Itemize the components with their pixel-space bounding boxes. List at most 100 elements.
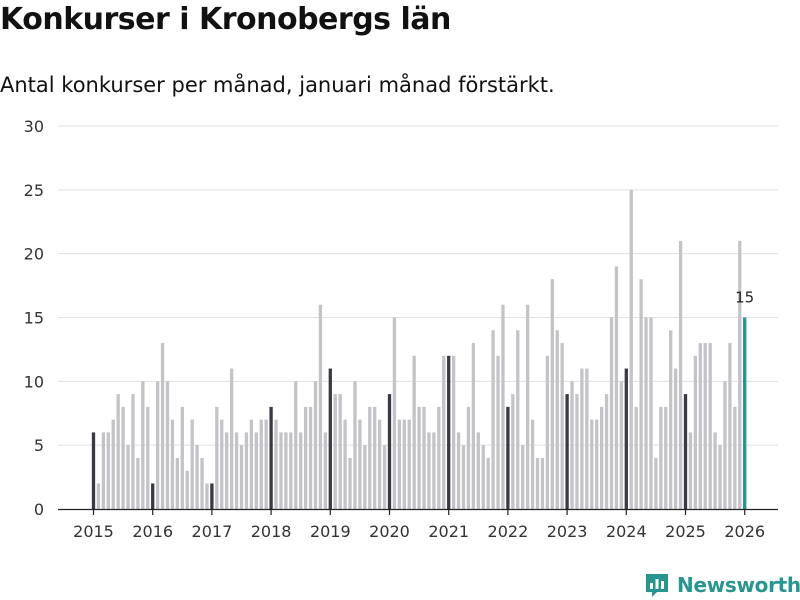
january-bar: [91, 432, 96, 509]
bar: [461, 445, 466, 509]
latest-bar: [743, 317, 747, 509]
bar: [333, 394, 337, 509]
bar: [673, 368, 678, 509]
bar: [481, 445, 485, 509]
bar: [698, 343, 702, 509]
bar: [205, 483, 209, 509]
bar: [343, 419, 347, 509]
bar: [619, 381, 624, 509]
bar: [244, 432, 249, 509]
bar: [496, 355, 500, 509]
bar: [116, 394, 120, 509]
chart-title: Konkurser i Kronobergs län: [0, 2, 451, 37]
x-tick-label: 2021: [428, 522, 469, 541]
bar: [155, 381, 160, 509]
bar: [466, 406, 471, 509]
bar: [585, 368, 589, 509]
bar: [733, 406, 737, 509]
bar: [284, 432, 288, 509]
bar: [259, 419, 263, 509]
bar: [392, 317, 397, 509]
bar: [303, 406, 308, 509]
bar: [348, 457, 352, 509]
bar: [96, 483, 101, 509]
bar: [644, 317, 648, 509]
chart-icon: [646, 574, 668, 597]
bar: [669, 330, 673, 509]
january-bar: [328, 368, 332, 509]
bar: [195, 445, 199, 509]
bar: [708, 343, 712, 509]
bar: [738, 240, 742, 509]
bar: [511, 394, 515, 509]
bar: [106, 432, 110, 509]
bar: [486, 457, 490, 509]
bar: [397, 419, 402, 509]
bar: [629, 189, 633, 510]
brand-name: Newsworthy: [677, 573, 800, 597]
bar: [318, 304, 323, 509]
bar: [101, 432, 106, 509]
bar: [308, 406, 313, 509]
y-tick-label: 15: [24, 309, 44, 328]
bar: [200, 457, 204, 509]
bar: [136, 457, 140, 509]
bar: [111, 419, 115, 509]
bar: [368, 406, 372, 509]
x-tick-label: 2020: [369, 522, 410, 541]
bar: [274, 419, 278, 509]
x-tick-label: 2015: [73, 522, 114, 541]
bar: [432, 432, 436, 509]
bar: [382, 445, 387, 509]
bar: [313, 381, 318, 509]
bar: [170, 419, 175, 509]
chart-subtitle: Antal konkurser per månad, januari månad…: [0, 73, 555, 97]
bar: [516, 330, 520, 509]
bar: [126, 445, 130, 509]
bar: [471, 343, 476, 509]
bar: [545, 355, 550, 509]
bar: [688, 432, 693, 509]
bar: [215, 406, 219, 509]
bar: [412, 355, 416, 509]
bar: [131, 394, 135, 509]
bar: [451, 355, 456, 509]
bar: [279, 432, 283, 509]
bar: [220, 419, 224, 509]
bar: [323, 432, 328, 509]
bar: [580, 368, 584, 509]
bar: [570, 381, 574, 509]
bar: [289, 432, 293, 509]
bar: [180, 406, 184, 509]
bar: [654, 457, 658, 509]
bar: [634, 406, 638, 509]
bar: [713, 432, 717, 509]
january-bar: [447, 355, 451, 509]
y-tick-label: 25: [24, 181, 44, 200]
bar: [456, 432, 461, 509]
bar: [703, 343, 707, 509]
bar: [146, 406, 150, 509]
bar: [417, 406, 421, 509]
bar: [521, 445, 525, 509]
bar: [234, 432, 239, 509]
brand-logo[interactable]: Newsworthy: [644, 570, 800, 600]
january-bar: [506, 406, 510, 509]
bar: [501, 304, 505, 509]
bar: [338, 394, 342, 509]
bar: [609, 317, 614, 509]
y-tick-label: 10: [24, 372, 44, 391]
bar: [678, 240, 683, 509]
x-tick-label: 2022: [488, 522, 529, 541]
bar: [718, 445, 722, 509]
january-bar: [210, 483, 214, 509]
bar: [614, 266, 619, 509]
bar: [604, 394, 609, 509]
bar: [728, 343, 732, 509]
bar: [363, 445, 367, 509]
y-tick-label: 0: [34, 500, 44, 519]
january-bar: [387, 394, 392, 509]
bar: [190, 419, 194, 509]
bar: [165, 381, 170, 509]
